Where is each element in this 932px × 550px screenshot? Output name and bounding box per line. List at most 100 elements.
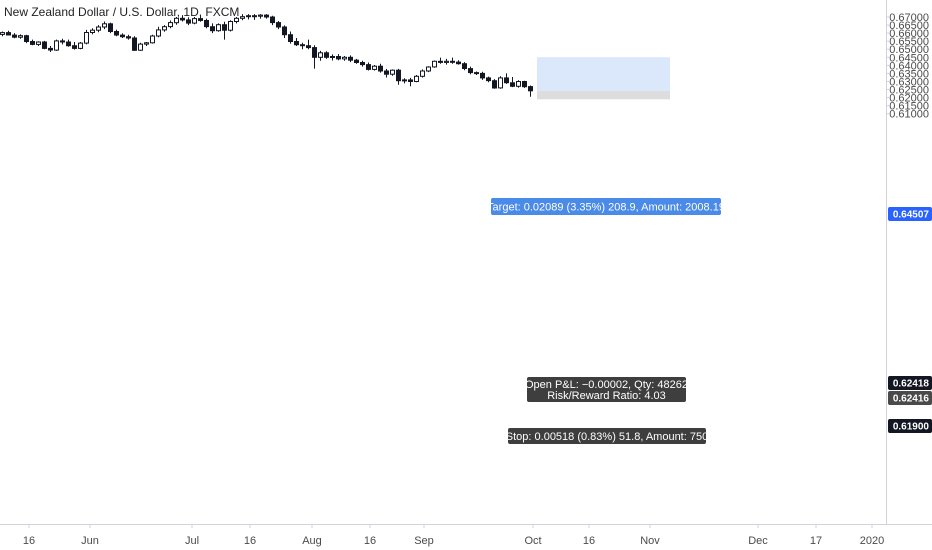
candle-down (270, 16, 275, 24)
price-tick-label: 0.65500 (889, 36, 929, 48)
candle-down (504, 77, 509, 84)
time-tick-label: Aug (302, 535, 322, 547)
time-tick-label: Jul (185, 535, 199, 547)
candle-down (474, 72, 479, 75)
candle-down (354, 59, 359, 64)
plot-area[interactable] (0, 0, 886, 524)
candle-down (210, 26, 215, 32)
candle-up (174, 17, 179, 24)
target-label: Target: 0.02089 (3.35%) 208.9, Amount: 2… (487, 202, 725, 214)
time-tick-label: 2020 (860, 535, 884, 547)
candle-up (150, 35, 155, 44)
candle-down (492, 80, 497, 89)
position-tool[interactable] (537, 57, 670, 100)
candle-down (312, 47, 317, 58)
price-tick-label: 0.66500 (889, 20, 929, 32)
time-axis[interactable] (0, 524, 886, 550)
candle-down (396, 69, 401, 82)
candle-up (240, 16, 245, 19)
candle-up (414, 75, 419, 83)
candle-down (300, 44, 305, 47)
candle-down (30, 41, 35, 45)
time-tick-label: 16 (583, 535, 595, 547)
candle-up (390, 69, 395, 75)
time-tick-label: Dec (748, 535, 768, 547)
candle-down (222, 24, 227, 31)
candle-down (348, 56, 353, 61)
candle-up (432, 60, 437, 68)
price-axis[interactable] (886, 0, 932, 550)
risk-reward-label: Risk/Reward Ratio: 4.03 (547, 390, 666, 402)
candle-down (438, 60, 443, 63)
candle-up (168, 22, 173, 28)
candle-down (264, 14, 269, 18)
candle-down (360, 62, 365, 66)
price-tick-label: 0.65000 (889, 44, 929, 56)
target-label-box[interactable]: Target: 0.02089 (3.35%) 208.9, Amount: 2… (487, 198, 725, 215)
candle-down (60, 40, 65, 43)
candle-down (384, 70, 389, 75)
price-tags: 0.64507 0.62418 0.62416 0.61900 (888, 207, 932, 433)
candle-up (330, 56, 335, 58)
candle-up (426, 66, 431, 72)
candle-up (444, 60, 449, 63)
time-tick-label: Jun (81, 535, 99, 547)
candle-down (336, 56, 341, 60)
candle-up (342, 56, 347, 60)
candle-up (228, 21, 233, 31)
candle-down (66, 41, 71, 47)
candle-down (6, 32, 11, 36)
stop-label: Stop: 0.00518 (0.83%) 51.8, Amount: 750 (506, 431, 708, 443)
price-tick-label: 0.63000 (889, 77, 929, 89)
candle-up (318, 52, 323, 58)
pnl-label-box[interactable]: Open P&L: −0.00002, Qty: 48262 Risk/Rewa… (525, 377, 688, 402)
candle-down (480, 72, 485, 79)
candle-up (372, 65, 377, 70)
candle-down (450, 60, 455, 63)
price-tick-label: 0.61000 (889, 109, 929, 121)
candle-up (258, 14, 263, 17)
time-tick-label: Sep (414, 535, 434, 547)
candle-up (84, 32, 89, 44)
candle-up (102, 23, 107, 28)
time-tick-label: 17 (810, 535, 822, 547)
price-tag-label: 0.62418 (893, 379, 930, 390)
candle-down (24, 35, 29, 43)
candle-down (510, 82, 515, 87)
price-tag (888, 391, 932, 405)
price-tag-label: 0.61900 (893, 422, 930, 433)
candle-down (180, 17, 185, 21)
candle-down (486, 77, 491, 82)
price-axis-ticks: 0.670000.665000.660000.655000.650000.645… (886, 12, 929, 121)
time-tick-label: 16 (23, 535, 35, 547)
candle-down (282, 26, 287, 36)
candle-up (78, 42, 83, 49)
candle-up (18, 35, 23, 38)
price-tag (888, 376, 932, 390)
candle-up (516, 81, 521, 87)
candle-down (186, 19, 191, 24)
candle-up (402, 79, 407, 82)
pnl-label: Open P&L: −0.00002, Qty: 48262 (525, 379, 688, 391)
candle-down (48, 47, 53, 51)
price-tick-label: 0.67000 (889, 12, 929, 24)
candle-up (498, 77, 503, 89)
stop-zone[interactable] (537, 90, 670, 100)
stop-label-box[interactable]: Stop: 0.00518 (0.83%) 51.8, Amount: 750 (506, 428, 708, 444)
candle-down (294, 41, 299, 46)
candle-down (204, 20, 209, 28)
candle-up (144, 42, 149, 45)
candle-down (114, 31, 119, 36)
candle-up (90, 29, 95, 34)
candle-up (216, 24, 221, 32)
candle-up (0, 32, 5, 35)
price-tick-label: 0.63500 (889, 68, 929, 80)
target-zone[interactable] (537, 57, 670, 91)
price-tag-label: 0.64507 (893, 210, 930, 221)
candle-down (72, 45, 77, 49)
candle-down (288, 34, 293, 43)
price-tick-label: 0.62500 (889, 85, 929, 97)
candle-up (54, 40, 59, 51)
candle-up (162, 26, 167, 31)
